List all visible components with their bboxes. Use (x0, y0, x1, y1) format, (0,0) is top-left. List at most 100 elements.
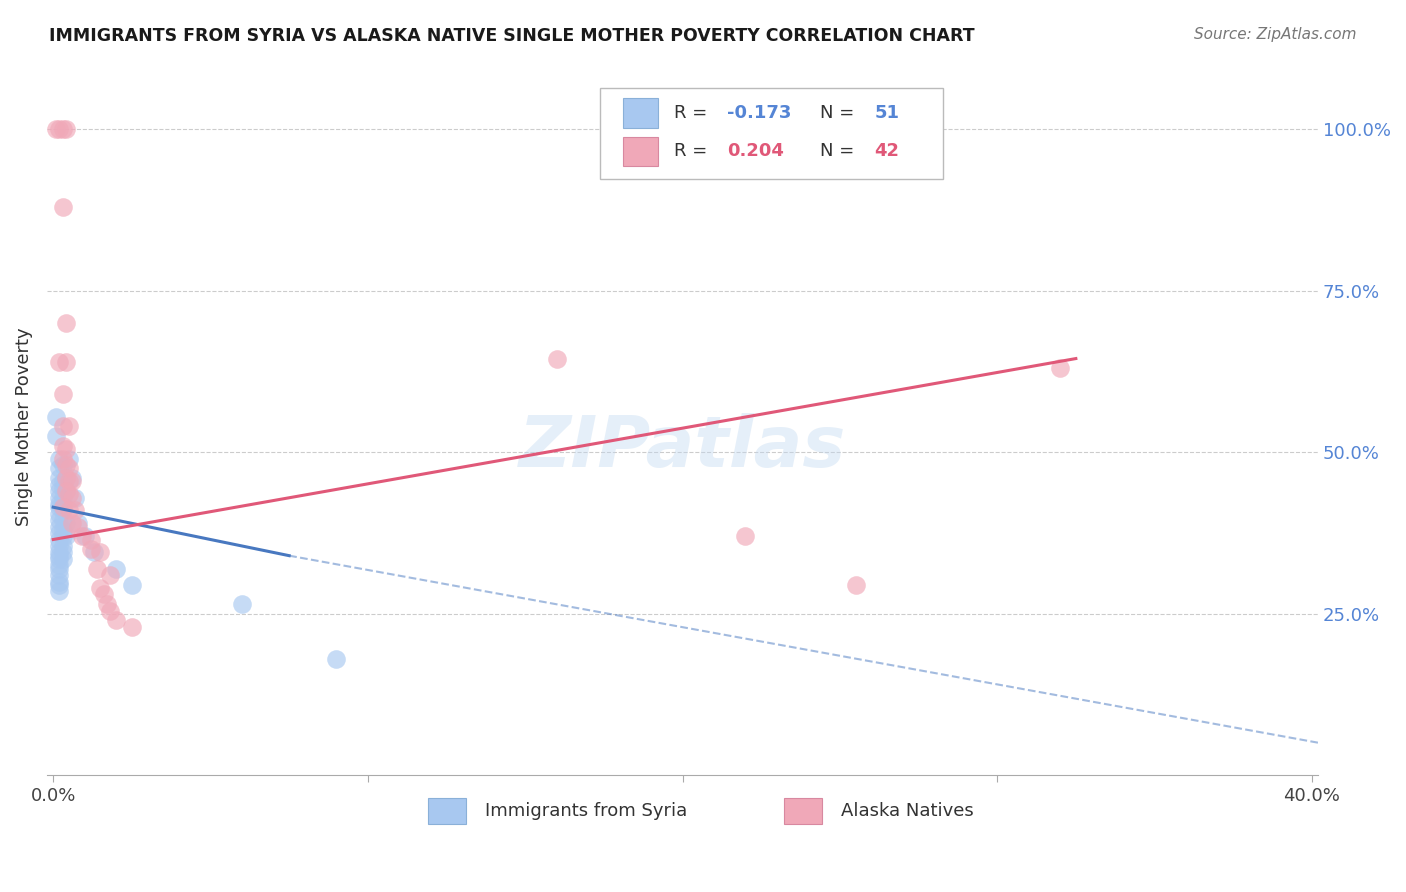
Point (96, 597, 118, 611)
Point (48, 568, 70, 582)
Point (48, 451, 70, 466)
Point (48, 533, 70, 547)
Point (1049, 361, 1071, 376)
Point (52, 387, 75, 401)
Point (48, 477, 70, 491)
FancyBboxPatch shape (623, 136, 658, 166)
Point (55, 316, 77, 330)
Point (52, 122, 75, 136)
Point (546, 351, 568, 366)
Point (60, 475, 83, 489)
Point (98, 568, 121, 582)
Point (80, 542, 103, 557)
FancyBboxPatch shape (785, 797, 823, 824)
Point (55, 529, 77, 543)
Text: ZIPatlas: ZIPatlas (519, 413, 846, 482)
Point (105, 613, 128, 627)
Text: -0.173: -0.173 (727, 104, 792, 122)
Point (45, 409, 67, 424)
Point (48, 500, 70, 515)
Point (55, 471, 77, 485)
Point (98, 604, 121, 618)
Point (48, 355, 70, 369)
Point (63, 491, 86, 505)
Point (58, 419, 80, 434)
Point (67, 519, 90, 533)
Point (52, 503, 75, 517)
Point (48, 507, 70, 521)
Point (86, 561, 108, 575)
Point (60, 491, 83, 505)
Point (48, 578, 70, 592)
Point (48, 561, 70, 575)
Point (58, 503, 80, 517)
Point (48, 484, 70, 499)
Text: Source: ZipAtlas.com: Source: ZipAtlas.com (1194, 27, 1357, 42)
Point (48, 497, 70, 511)
Point (52, 500, 75, 515)
Point (89, 581, 111, 595)
Point (52, 419, 75, 434)
Point (58, 487, 80, 501)
Text: N =: N = (820, 143, 860, 161)
Point (48, 122, 70, 136)
Point (48, 526, 70, 541)
Text: N =: N = (820, 104, 860, 122)
Point (73, 529, 96, 543)
Text: R =: R = (673, 104, 713, 122)
FancyBboxPatch shape (600, 88, 943, 178)
Point (70, 529, 93, 543)
Point (48, 574, 70, 589)
Point (55, 484, 77, 499)
Point (52, 451, 75, 466)
Point (52, 458, 75, 473)
Point (105, 561, 128, 575)
Point (48, 545, 70, 559)
Point (80, 533, 103, 547)
Point (58, 461, 80, 475)
Point (67, 516, 90, 531)
Point (325, 652, 347, 666)
Point (48, 461, 70, 475)
Point (52, 481, 75, 495)
Text: IMMIGRANTS FROM SYRIA VS ALASKA NATIVE SINGLE MOTHER POVERTY CORRELATION CHART: IMMIGRANTS FROM SYRIA VS ALASKA NATIVE S… (49, 27, 974, 45)
Point (48, 558, 70, 573)
Point (52, 439, 75, 453)
Point (52, 475, 75, 489)
Point (121, 578, 143, 592)
Point (48, 584, 70, 599)
Point (55, 442, 77, 456)
Point (52, 545, 75, 559)
Text: 0.204: 0.204 (727, 143, 785, 161)
Text: Immigrants from Syria: Immigrants from Syria (485, 802, 688, 820)
Point (89, 545, 111, 559)
Point (121, 620, 143, 634)
Text: 42: 42 (875, 143, 900, 161)
Point (52, 552, 75, 566)
Point (48, 519, 70, 533)
Point (55, 122, 77, 136)
Point (55, 484, 77, 499)
Point (55, 471, 77, 485)
Point (60, 516, 83, 531)
Point (58, 475, 80, 489)
Point (48, 549, 70, 563)
Point (48, 513, 70, 527)
Point (48, 471, 70, 485)
Point (231, 597, 253, 611)
Point (48, 539, 70, 553)
Point (55, 458, 77, 473)
Text: 51: 51 (875, 104, 900, 122)
Point (83, 545, 105, 559)
Point (45, 429, 67, 443)
Point (60, 471, 83, 485)
Point (734, 529, 756, 543)
Point (45, 122, 67, 136)
Point (52, 497, 75, 511)
FancyBboxPatch shape (429, 797, 467, 824)
Point (48, 491, 70, 505)
Point (48, 552, 70, 566)
Point (63, 503, 86, 517)
Point (52, 491, 75, 505)
Point (55, 355, 77, 369)
